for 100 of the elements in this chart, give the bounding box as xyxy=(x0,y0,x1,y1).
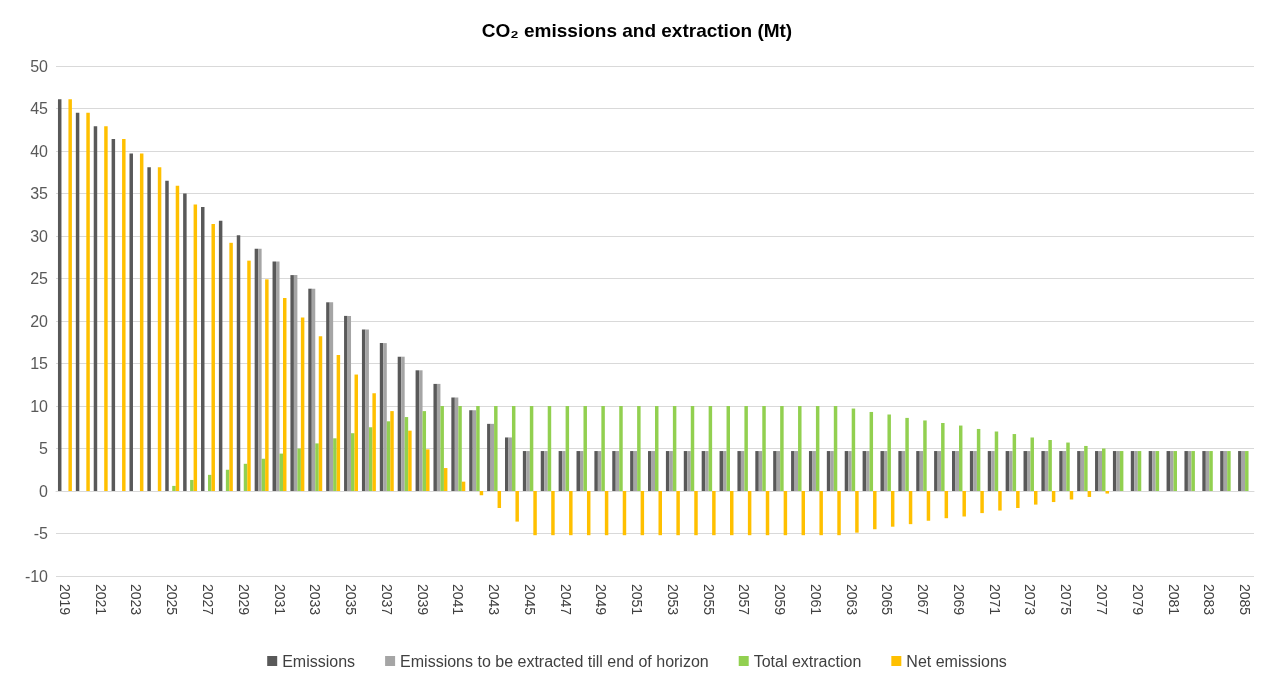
x-tick-label: 2071 xyxy=(986,584,1003,616)
x-tick-label: 2031 xyxy=(271,584,288,616)
y-tick-label: 15 xyxy=(30,355,49,372)
bar xyxy=(916,451,920,491)
bar xyxy=(837,491,841,536)
bar xyxy=(487,423,491,491)
legend-label: Total extraction xyxy=(753,652,862,670)
bar xyxy=(887,414,891,491)
bar xyxy=(923,420,927,491)
bar xyxy=(433,383,437,491)
bar xyxy=(1184,451,1188,491)
bar xyxy=(991,451,995,491)
bar xyxy=(258,248,262,491)
x-tick-label: 2027 xyxy=(199,584,216,616)
bar xyxy=(1084,445,1088,491)
bar xyxy=(905,417,909,491)
x-tick-label: 2077 xyxy=(1094,584,1111,616)
bar xyxy=(998,491,1002,511)
bar xyxy=(122,139,126,491)
y-tick-label: 50 xyxy=(30,57,49,75)
bar xyxy=(426,449,430,491)
x-tick-label: 2043 xyxy=(486,584,503,616)
x-tick-label: 2073 xyxy=(1022,584,1039,616)
bar xyxy=(494,406,498,491)
bar xyxy=(1048,440,1052,491)
bar xyxy=(297,448,301,491)
bar xyxy=(1030,437,1034,491)
bar xyxy=(630,451,634,491)
x-tick-label: 2085 xyxy=(1237,584,1254,616)
bar xyxy=(401,356,405,491)
x-tick-label: 2063 xyxy=(843,584,860,616)
bar xyxy=(812,451,816,491)
bar xyxy=(1202,451,1206,491)
bar xyxy=(1220,451,1224,491)
bar xyxy=(544,451,548,491)
bar xyxy=(898,451,902,491)
x-tick-label: 2049 xyxy=(593,584,610,616)
bar xyxy=(866,451,870,491)
bar xyxy=(129,153,133,491)
bar xyxy=(941,423,945,491)
x-tick-label: 2021 xyxy=(92,584,109,616)
bar xyxy=(723,451,727,491)
y-tick-label: 10 xyxy=(30,397,49,415)
x-tick-label: 2045 xyxy=(521,584,538,616)
bar xyxy=(594,451,598,491)
bar xyxy=(694,491,698,536)
bar xyxy=(383,343,387,491)
bar xyxy=(190,479,194,491)
x-tick-label: 2081 xyxy=(1165,584,1182,616)
bar xyxy=(705,451,709,491)
bar xyxy=(1134,451,1138,491)
x-tick-label: 2053 xyxy=(664,584,681,616)
legend-label: Emissions to be extracted till end of horizon xyxy=(400,652,709,670)
x-tick-label: 2065 xyxy=(879,584,896,616)
bar xyxy=(1069,491,1074,500)
bar xyxy=(372,393,376,491)
bar xyxy=(515,491,519,522)
x-tick-label: 2023 xyxy=(128,584,145,616)
bar xyxy=(819,491,823,536)
bar xyxy=(247,260,251,491)
bar xyxy=(276,261,280,491)
bar xyxy=(1152,451,1156,491)
x-tick-label: 2051 xyxy=(629,584,646,616)
bar xyxy=(451,397,455,491)
bar xyxy=(619,406,623,491)
x-tick-label: 2035 xyxy=(343,584,360,616)
bar xyxy=(601,406,605,491)
bar xyxy=(658,491,662,536)
y-tick-label: -5 xyxy=(33,525,49,542)
bar xyxy=(780,406,784,491)
bar xyxy=(1238,451,1242,491)
bar xyxy=(980,491,984,514)
bar xyxy=(934,451,938,491)
bar xyxy=(755,451,759,491)
bar xyxy=(326,302,330,491)
x-tick-label: 2057 xyxy=(736,584,753,616)
bar xyxy=(290,275,294,491)
legend-label: Net emissions xyxy=(906,652,1007,670)
bar xyxy=(712,491,716,536)
bar xyxy=(1227,451,1231,491)
bar xyxy=(229,242,233,491)
bar xyxy=(687,451,691,491)
bar xyxy=(880,451,884,491)
x-tick-label: 2067 xyxy=(915,584,932,616)
x-tick-label: 2069 xyxy=(950,584,967,616)
bar xyxy=(440,406,444,491)
bar xyxy=(612,451,616,491)
bar xyxy=(344,315,348,491)
bar xyxy=(848,451,852,491)
bar xyxy=(351,433,355,491)
bar xyxy=(830,451,834,491)
y-tick-label: 45 xyxy=(30,100,49,117)
bar xyxy=(458,406,462,491)
bar xyxy=(737,451,741,491)
bar xyxy=(183,193,187,491)
legend-label: Emissions xyxy=(282,652,356,670)
y-tick-label: 5 xyxy=(39,440,49,457)
bar xyxy=(265,279,269,491)
x-tick-label: 2047 xyxy=(557,584,574,616)
x-tick-label: 2037 xyxy=(378,584,395,616)
